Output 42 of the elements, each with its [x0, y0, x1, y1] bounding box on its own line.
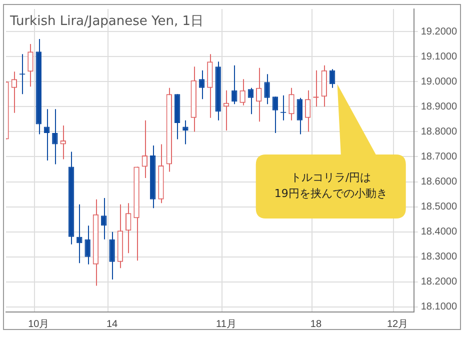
x-tick-label: 14 — [106, 318, 118, 330]
candlestick — [142, 120, 148, 179]
y-tick-label: 18.3000 — [420, 252, 458, 263]
candlestick — [126, 202, 132, 254]
candlestick — [109, 231, 115, 280]
y-tick-label: 18.6000 — [420, 176, 458, 188]
candlestick — [76, 204, 82, 264]
chart-title: Turkish Lira/Japanese Yen, 1日 — [10, 13, 204, 30]
candlestick — [28, 44, 34, 88]
candlestick — [272, 96, 278, 134]
candlestick — [240, 78, 246, 106]
candlestick — [52, 108, 58, 165]
candlestick — [182, 120, 188, 145]
y-tick-label: 18.1000 — [420, 302, 458, 313]
x-tick-label: 11月 — [216, 318, 236, 330]
candlestick — [288, 87, 294, 121]
candlestick — [84, 225, 90, 265]
y-tick-label: 18.5000 — [420, 202, 458, 213]
x-tick-label: 12月 — [386, 318, 408, 330]
y-tick-label: 18.4000 — [420, 226, 458, 238]
candlestick — [329, 68, 336, 88]
candlestick — [101, 198, 107, 240]
x-tick-label: 10月 — [28, 318, 50, 330]
candlestick — [198, 70, 205, 100]
y-tick-label: 19.1000 — [420, 51, 458, 62]
candlestick — [44, 108, 50, 161]
y-tick-label: 18.9000 — [420, 101, 458, 112]
y-tick-label: 18.7000 — [420, 151, 458, 162]
y-tick-label: 19.0000 — [420, 76, 458, 88]
candlestick — [60, 124, 66, 160]
candlestick — [304, 90, 311, 132]
candlestick — [248, 87, 254, 115]
candlestick — [256, 67, 262, 122]
annotation: トルコリラ/円は 19円を挟んでの小動き — [273, 170, 388, 202]
y-tick-label: 19.2000 — [420, 26, 458, 38]
candlestick — [232, 64, 238, 105]
x-tick-label: 18 — [310, 318, 322, 330]
candlestick — [296, 97, 303, 135]
y-tick-label: 18.2000 — [420, 276, 458, 288]
candlestick — [11, 71, 18, 114]
candlestick — [264, 74, 270, 105]
y-tick-label: 18.8000 — [420, 126, 458, 138]
